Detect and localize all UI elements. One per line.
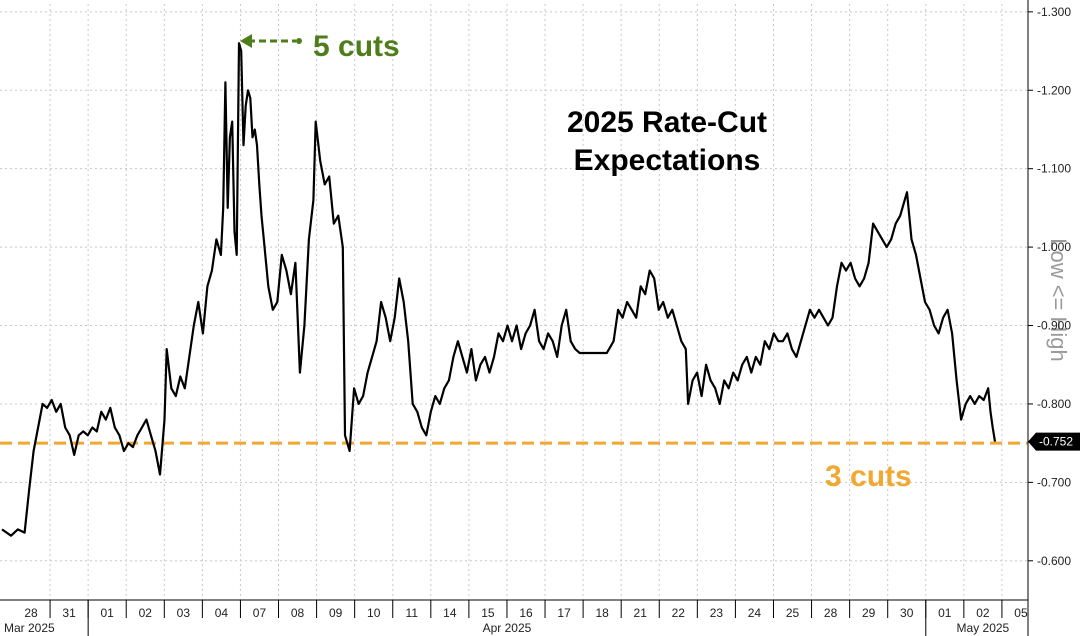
x-tick-label: 23 xyxy=(710,606,724,620)
y-tick-label: -1.300 xyxy=(1037,5,1071,19)
x-tick-label: 24 xyxy=(748,606,762,620)
peak-annotation: 5 cuts xyxy=(240,30,400,63)
y-tick-label: -0.800 xyxy=(1037,397,1071,411)
x-tick-label: 22 xyxy=(672,606,686,620)
x-tick-label: 18 xyxy=(595,606,609,620)
x-tick-label: 17 xyxy=(557,606,571,620)
current-value-label: -0.752 xyxy=(1039,435,1073,449)
y-tick-label: -0.600 xyxy=(1037,554,1071,568)
y-tick-label: -0.900 xyxy=(1037,319,1071,333)
x-tick-label: 14 xyxy=(443,606,457,620)
x-tick-label: 30 xyxy=(900,606,914,620)
x-axis: 28 31 01 02 03 04 07 08 09 10 11 14 15 16 17 18 21 22 23 24… xyxy=(0,599,1029,636)
month-label: May 2025 xyxy=(957,621,1010,635)
y-axis: -0.600 -0.700 -0.800 -0.900 -1.000 -1.100 -1.2… xyxy=(1027,0,1071,636)
x-tick-label: 05 xyxy=(1014,606,1028,620)
x-tick-label: 10 xyxy=(367,606,381,620)
x-tick-label: 03 xyxy=(177,606,191,620)
chart-title-line-1: 2025 Rate-Cut xyxy=(567,106,767,139)
x-tick-label: 02 xyxy=(976,606,990,620)
y-axis-side-label: Low <= High xyxy=(1046,238,1071,362)
chart-title-line-2: Expectations xyxy=(574,144,761,177)
x-tick-label: 15 xyxy=(481,606,495,620)
x-tick-label: 01 xyxy=(938,606,952,620)
x-tick-label: 07 xyxy=(253,606,267,620)
chart-title: 2025 Rate-Cut Expectations xyxy=(567,106,767,177)
x-tick-label: 04 xyxy=(215,606,229,620)
x-tick-label: 01 xyxy=(101,606,115,620)
x-tick-label: 29 xyxy=(862,606,876,620)
peak-arrow-head-icon xyxy=(240,34,252,48)
y-tick-label: -1.100 xyxy=(1037,162,1071,176)
month-label: Apr 2025 xyxy=(483,621,532,635)
y-tick-label: -1.000 xyxy=(1037,240,1071,254)
rate-cut-series-line xyxy=(1,42,997,537)
x-tick-label: 25 xyxy=(786,606,800,620)
reference-line-label: 3 cuts xyxy=(825,460,912,493)
y-tick-label: -1.200 xyxy=(1037,83,1071,97)
peak-arrow-tail-dot xyxy=(296,38,302,44)
month-label: Mar 2025 xyxy=(4,621,55,635)
x-tick-label: 16 xyxy=(519,606,533,620)
x-tick-label: 31 xyxy=(62,606,76,620)
x-tick-label: 11 xyxy=(406,606,419,620)
series-layer xyxy=(1,42,997,537)
current-value-box xyxy=(1028,432,1080,451)
x-tick-label: 08 xyxy=(291,606,305,620)
y-tick-label: -0.700 xyxy=(1037,475,1071,489)
peak-annotation-label: 5 cuts xyxy=(313,30,400,63)
x-tick-label: 28 xyxy=(824,606,838,620)
gridlines xyxy=(0,4,1029,600)
current-value-marker: -0.752 xyxy=(1028,432,1080,451)
x-tick-label: 09 xyxy=(329,606,343,620)
x-tick-label: 28 xyxy=(24,606,38,620)
x-tick-label: 21 xyxy=(634,606,648,620)
x-tick-label: 02 xyxy=(139,606,153,620)
